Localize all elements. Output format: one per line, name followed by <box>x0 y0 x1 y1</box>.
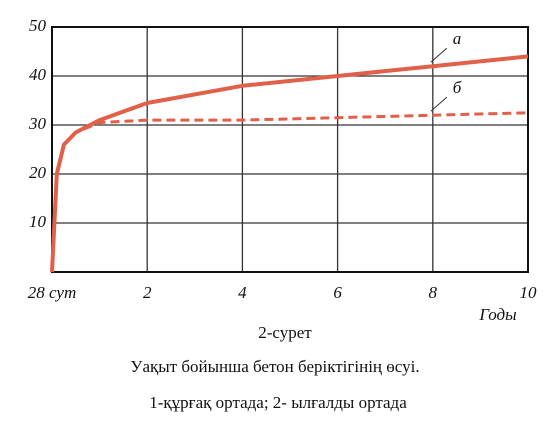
caption: Уақыт бойынша бетон беріктігінің өсуі. <box>130 357 419 376</box>
data-line <box>50 111 529 273</box>
y-tick-label: 40 <box>29 65 47 84</box>
x-tick-label: 6 <box>333 283 342 302</box>
y-tick-label: 20 <box>29 163 47 182</box>
x-tick-label: 8 <box>429 283 438 302</box>
series-label: а <box>453 29 462 48</box>
y-tick-label: 50 <box>29 16 47 35</box>
x-axis-label: Годы <box>478 305 516 324</box>
x-tick-label: 28 сут <box>28 283 77 302</box>
y-tick-label: 10 <box>29 212 47 231</box>
plot-frame <box>51 26 529 273</box>
x-tick-label: 2 <box>143 283 152 302</box>
x-tick-label: 4 <box>238 283 247 302</box>
caption: 1-құрғақ ортада; 2- ылғалды ортада <box>149 393 407 412</box>
leader-line <box>430 96 448 112</box>
x-tick-label: 10 <box>520 283 538 302</box>
series-label: б <box>453 78 462 97</box>
y-tick-label: 30 <box>28 114 47 133</box>
caption: 2-сурет <box>258 323 312 342</box>
leader-line <box>430 47 448 63</box>
